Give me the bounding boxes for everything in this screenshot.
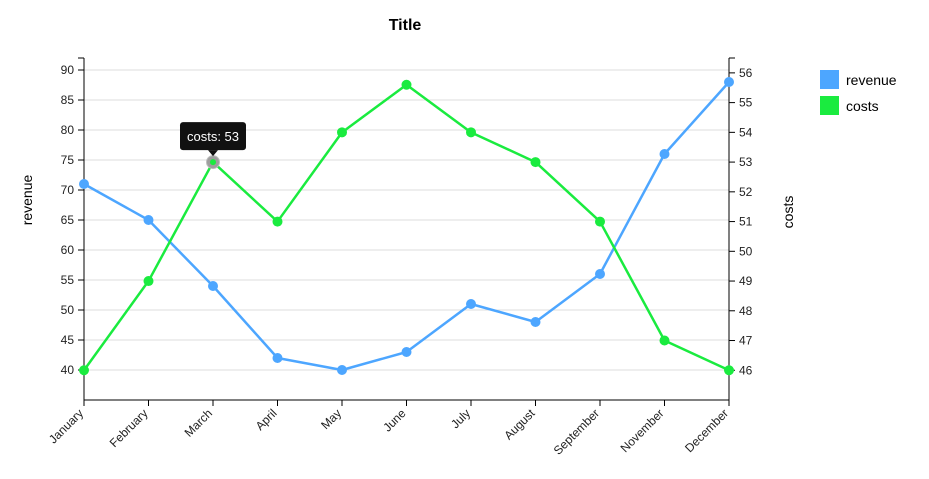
- series-lines: [79, 77, 734, 376]
- y-left-tick-label: 45: [61, 333, 75, 347]
- x-tick-label: September: [551, 406, 602, 457]
- y-right-tick-label: 49: [739, 274, 753, 288]
- y-left-tick-label: 85: [61, 93, 75, 107]
- tooltip: costs: 53: [180, 122, 246, 170]
- costs-point: [595, 216, 605, 227]
- x-tick-label: December: [682, 406, 731, 455]
- revenue-point: [401, 347, 412, 357]
- x-tick-label: August: [501, 406, 538, 443]
- x-tick-label: July: [448, 406, 473, 431]
- costs-point: [724, 365, 734, 376]
- x-tick-label: April: [253, 406, 280, 433]
- legend-label-costs: costs: [846, 98, 879, 114]
- chart-title: Title: [389, 17, 422, 34]
- costs-point: [272, 216, 283, 227]
- legend-swatch-revenue: [820, 70, 839, 89]
- x-tick-label: November: [618, 406, 667, 455]
- y-left-tick-label: 60: [61, 243, 75, 257]
- legend-swatch-costs: [820, 96, 839, 115]
- y-right-tick-label: 52: [739, 185, 753, 199]
- costs-point: [659, 335, 670, 346]
- y-left-tick-label: 80: [61, 123, 75, 137]
- tooltip-pointer: [208, 150, 218, 157]
- tooltip-box: [180, 122, 246, 151]
- x-tick-label: January: [46, 406, 86, 446]
- y-right-tick-label: 46: [739, 363, 753, 377]
- costs-point: [79, 365, 89, 376]
- costs-point: [466, 127, 476, 138]
- y-right-tick-label: 53: [739, 155, 753, 169]
- x-tick-label: May: [318, 406, 344, 432]
- y-left-tick-label: 40: [61, 363, 75, 377]
- y-left-tick-label: 70: [61, 183, 75, 197]
- legend: revenue costs: [820, 70, 897, 115]
- y-right-tick-label: 56: [739, 66, 753, 80]
- y-right-tick-label: 47: [739, 334, 753, 348]
- revenue-point: [659, 149, 670, 159]
- revenue-point: [208, 281, 218, 291]
- y-right-tick-label: 54: [739, 125, 753, 139]
- y-right-tick-label: 55: [739, 96, 753, 110]
- costs-point: [337, 127, 347, 138]
- revenue-point: [337, 365, 347, 375]
- revenue-point: [79, 179, 89, 189]
- y-right-tick-label: 50: [739, 244, 753, 258]
- tooltip-text: costs: 53: [187, 129, 239, 144]
- x-tick-label: June: [380, 406, 409, 435]
- revenue-point: [272, 353, 283, 363]
- revenue-point: [143, 215, 154, 225]
- costs-point: [401, 79, 412, 90]
- y-left-tick-label: 50: [61, 303, 75, 317]
- y-right-tick-label: 51: [739, 215, 753, 229]
- costs-point: [530, 157, 541, 168]
- revenue-point: [724, 77, 734, 87]
- revenue-point: [530, 317, 541, 327]
- x-tick-label: March: [182, 406, 215, 439]
- y-left-tick-label: 90: [61, 63, 75, 77]
- y-left-tick-label: 65: [61, 213, 75, 227]
- revenue-point: [466, 299, 476, 309]
- y-left-tick-label: 55: [61, 273, 75, 287]
- y-left-axis-title: revenue: [19, 174, 35, 225]
- y-right-axis-title: costs: [780, 196, 796, 229]
- revenue-point: [595, 269, 605, 279]
- legend-label-revenue: revenue: [846, 72, 897, 88]
- y-right-tick-label: 48: [739, 304, 753, 318]
- axes: 40 45 50 55 60 65 70 75 80 85 90 46 47 48 49 50 51 52 53 54…: [46, 57, 753, 458]
- costs-point: [143, 276, 154, 287]
- highlighted-point-core: [210, 159, 216, 166]
- grid-lines: [84, 69, 729, 371]
- x-tick-label: February: [107, 406, 151, 450]
- y-left-tick-label: 75: [61, 153, 75, 167]
